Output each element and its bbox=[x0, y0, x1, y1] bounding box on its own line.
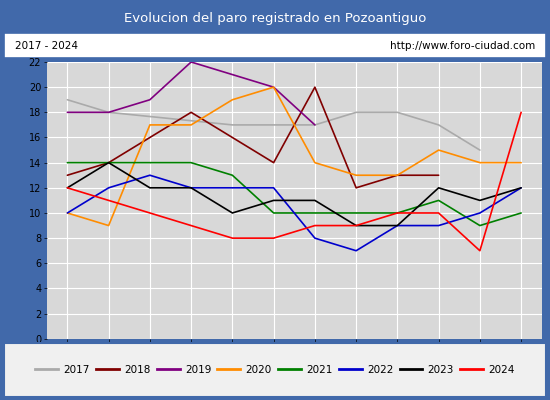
Text: 2017 - 2024: 2017 - 2024 bbox=[15, 41, 78, 51]
Legend: 2017, 2018, 2019, 2020, 2021, 2022, 2023, 2024: 2017, 2018, 2019, 2020, 2021, 2022, 2023… bbox=[31, 361, 519, 379]
Text: http://www.foro-ciudad.com: http://www.foro-ciudad.com bbox=[389, 41, 535, 51]
Text: Evolucion del paro registrado en Pozoantiguo: Evolucion del paro registrado en Pozoant… bbox=[124, 12, 426, 25]
